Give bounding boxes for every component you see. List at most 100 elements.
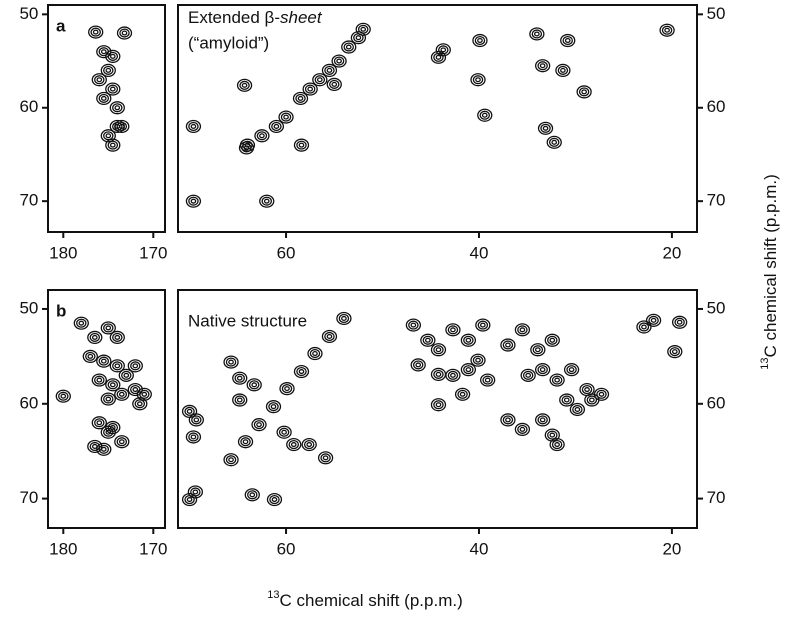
- contour-peak: [535, 363, 551, 377]
- contour-peak: [430, 398, 447, 412]
- y-tick-label: 60: [707, 393, 726, 412]
- contour-peak: [91, 334, 98, 340]
- contour-peak: [105, 138, 121, 152]
- annotation-italic: sheet: [280, 8, 323, 27]
- contour-peak: [121, 370, 132, 380]
- contour-peak: [298, 369, 305, 375]
- contour-peak: [136, 387, 152, 401]
- contour-peak: [554, 442, 560, 448]
- contour-peak: [576, 85, 592, 99]
- contour-peak: [130, 385, 141, 395]
- contour-peak: [669, 347, 681, 357]
- contour-peak: [100, 358, 107, 364]
- plot-frame: [177, 289, 698, 529]
- contour-peak: [96, 45, 112, 59]
- contour-peak: [261, 196, 273, 206]
- contour-peak: [244, 142, 251, 148]
- contour-peak: [109, 53, 116, 59]
- contour-peak: [525, 372, 532, 378]
- contour-peak: [420, 333, 436, 347]
- contour-peak: [563, 363, 580, 377]
- contour-peak: [100, 446, 107, 452]
- contour-peak: [186, 497, 193, 503]
- contour-peak: [114, 105, 121, 111]
- contour-peak: [405, 318, 422, 332]
- contour-peak: [185, 430, 202, 444]
- y-tick-label: 70: [19, 488, 38, 507]
- contour-peak: [259, 133, 265, 139]
- contour-peak: [100, 321, 116, 335]
- contour-peak: [475, 318, 491, 332]
- contour-peak: [88, 25, 104, 39]
- contour-peak: [114, 119, 130, 134]
- contour-peak: [109, 142, 116, 148]
- contour-peak: [457, 389, 468, 399]
- contour-peak: [320, 453, 331, 463]
- contour-peak: [475, 77, 481, 83]
- contour-peak: [192, 489, 199, 495]
- contour-peak: [317, 451, 334, 465]
- contour-peak: [671, 315, 688, 329]
- contour-peak: [92, 29, 99, 35]
- contour-peak: [273, 123, 280, 129]
- contour-peak: [345, 44, 352, 50]
- contour-peak: [307, 346, 323, 361]
- contour-peak: [112, 332, 123, 342]
- contour-peak: [454, 387, 471, 401]
- contour-peak: [537, 415, 548, 425]
- contour-peak: [548, 137, 560, 147]
- contour-peak: [254, 129, 270, 143]
- contour-peak: [551, 139, 558, 145]
- y-tick-label: 70: [707, 191, 726, 210]
- contour-peak: [306, 442, 313, 448]
- contour-peak: [107, 84, 119, 94]
- contour-peak: [190, 123, 197, 129]
- contour-peak: [408, 320, 419, 330]
- contour-peak: [184, 406, 195, 416]
- contour-peak: [100, 95, 107, 101]
- contour-peak: [132, 387, 139, 393]
- x-tick-label: 20: [662, 243, 681, 262]
- contour-peak: [293, 138, 310, 152]
- contour-peak: [96, 377, 103, 383]
- contour-peak: [566, 365, 577, 375]
- contour-peak: [55, 389, 71, 403]
- contour-peak: [535, 413, 551, 427]
- x-tick-label: 170: [139, 243, 167, 262]
- contour-peak: [482, 375, 493, 385]
- contour-peak: [100, 49, 107, 55]
- contour-peak: [505, 417, 511, 423]
- contour-peak: [89, 332, 101, 342]
- contour-peak: [530, 343, 546, 357]
- contour-peak: [542, 125, 549, 131]
- contour-peak: [517, 424, 528, 434]
- contour-peak: [539, 63, 546, 69]
- contour-peak: [265, 400, 282, 414]
- contour-peak: [105, 429, 112, 435]
- contour-peak: [314, 75, 326, 85]
- contour-peak: [341, 315, 347, 321]
- contour-peak: [435, 371, 442, 377]
- x-tick-label: 40: [470, 539, 489, 558]
- y-axis-label-sup: 13: [759, 358, 771, 370]
- y-axis-label-text: C chemical shift (p.p.m.): [761, 174, 780, 357]
- contour-peak: [549, 373, 565, 387]
- contour-peak: [475, 357, 481, 363]
- contour-peak: [535, 59, 551, 73]
- contour-peak: [96, 77, 103, 83]
- contour-peak: [568, 367, 575, 373]
- contour-peak: [284, 386, 290, 392]
- contour-peak: [223, 355, 239, 369]
- contour-peak: [415, 362, 422, 368]
- contour-peak: [312, 351, 318, 357]
- contour-peak: [136, 401, 143, 407]
- contour-peak: [87, 439, 103, 454]
- contour-peak: [225, 357, 237, 367]
- contour-peak: [247, 490, 258, 500]
- contour-peak: [223, 453, 239, 467]
- contour-peak: [94, 75, 105, 85]
- contour-peak: [127, 359, 143, 373]
- panel-label: b: [56, 301, 66, 320]
- contour-peak: [581, 385, 593, 395]
